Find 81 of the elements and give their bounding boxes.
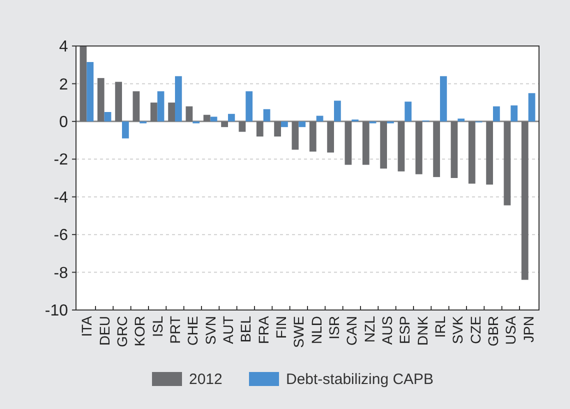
bar <box>150 102 158 122</box>
bar <box>309 121 316 152</box>
y-tick-label: -4 <box>54 189 68 206</box>
x-tick-label: GRC <box>114 316 130 348</box>
bar <box>450 121 458 178</box>
y-tick-label: 2 <box>59 76 68 94</box>
bar <box>398 121 405 172</box>
bar <box>316 116 324 122</box>
bar <box>80 46 87 122</box>
bar <box>238 121 246 132</box>
x-tick-label: GBR <box>485 316 502 346</box>
bar <box>344 121 352 165</box>
bar <box>292 121 299 150</box>
x-tick-label: AUS <box>379 316 396 345</box>
bar <box>380 121 388 169</box>
bar <box>521 121 528 280</box>
bar <box>157 91 164 122</box>
x-tick-label: CAN <box>344 316 360 346</box>
bar <box>228 114 235 122</box>
bar <box>168 102 175 122</box>
x-tick-label: IRL <box>432 316 448 338</box>
x-tick-label: BEL <box>238 316 254 342</box>
y-tick-label: -6 <box>54 227 68 244</box>
x-tick-label: ISL <box>149 316 166 338</box>
bar <box>246 91 253 122</box>
legend-label: Debt-stabilizing CAPB <box>286 371 434 388</box>
bar <box>468 121 476 184</box>
x-tick-label: SWE <box>290 316 307 348</box>
bar <box>415 121 422 174</box>
bar <box>362 121 370 165</box>
bar <box>263 109 270 122</box>
y-tick-label: -2 <box>54 152 68 169</box>
bar <box>86 62 94 122</box>
bar <box>493 106 500 122</box>
bar <box>327 121 334 153</box>
bar <box>486 121 494 185</box>
y-tick-label: 0 <box>59 114 68 132</box>
bar <box>256 121 264 137</box>
bar <box>298 121 306 128</box>
x-tick-label: SVN <box>202 316 218 345</box>
bar <box>122 121 129 138</box>
y-tick-label: -10 <box>44 302 68 320</box>
x-tick-label: USA <box>502 315 519 345</box>
x-tick-label: CHE <box>184 316 201 346</box>
bar <box>221 121 228 128</box>
x-tick-label: ESP <box>396 316 413 344</box>
bar <box>97 78 104 122</box>
bar <box>274 121 281 137</box>
x-tick-label: CZE <box>467 316 484 344</box>
x-tick-label: DNK <box>414 315 430 346</box>
bar <box>203 114 210 122</box>
bar <box>334 100 341 122</box>
bar <box>281 121 288 128</box>
bar <box>440 76 447 122</box>
bar <box>104 112 112 122</box>
bar <box>458 118 465 122</box>
bar <box>115 82 122 122</box>
bar <box>404 102 412 122</box>
bar <box>132 91 140 122</box>
x-tick-label: JPN <box>520 316 536 342</box>
legend-label: 2012 <box>189 371 222 388</box>
x-tick-label: ISR <box>326 316 342 340</box>
x-tick-label: SVK <box>450 315 466 344</box>
x-tick-label: ITA <box>78 315 95 337</box>
bar <box>210 116 218 122</box>
bar <box>186 106 193 122</box>
x-tick-label: AUT <box>220 316 236 344</box>
x-tick-label: DEU <box>96 316 112 346</box>
y-tick-label: -8 <box>54 264 68 282</box>
bar <box>528 93 536 122</box>
bar <box>174 76 182 122</box>
x-tick-label: NLD <box>308 316 324 344</box>
x-tick-label: KOR <box>132 316 148 346</box>
bar <box>504 121 511 206</box>
x-tick-label: PRT <box>166 316 183 344</box>
y-tick-label: 4 <box>59 38 68 56</box>
bar <box>433 121 440 178</box>
bar <box>510 105 518 122</box>
x-tick-label: FIN <box>273 316 289 339</box>
x-tick-label: NZL <box>361 316 378 342</box>
x-tick-label: FRA <box>255 315 272 344</box>
